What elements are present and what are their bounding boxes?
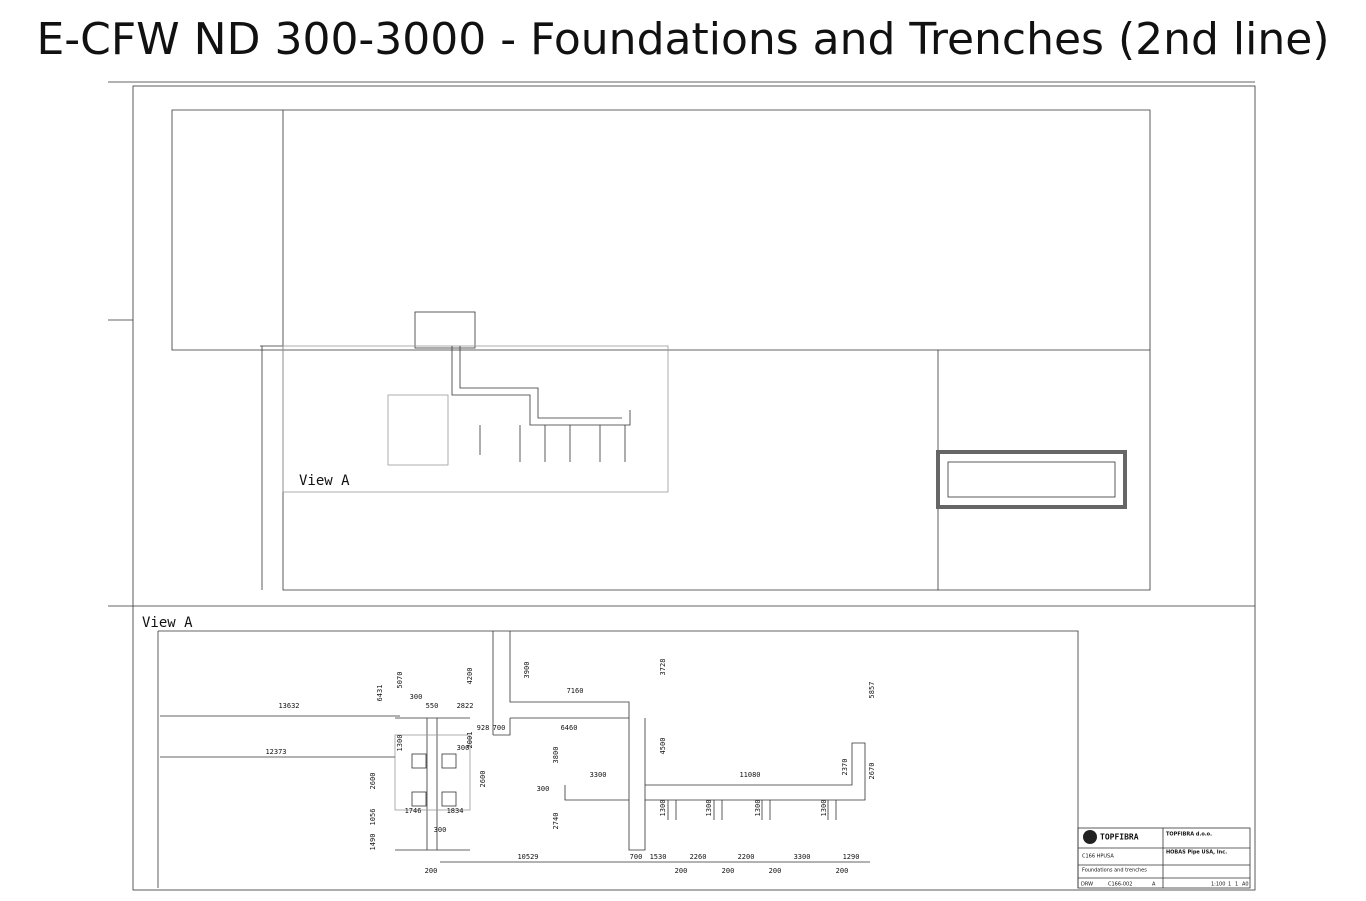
- dimension: 5857: [868, 682, 876, 699]
- title-block: TOPFIBRA TOPFIBRA d.o.o. HOBAS Pipe USA,…: [1077, 827, 1251, 889]
- trench: [492, 631, 866, 851]
- dimension: 1300: [754, 800, 762, 817]
- title-block-frame: [1077, 827, 1251, 889]
- dimension: 1300: [659, 800, 667, 817]
- dimension: 2200: [738, 853, 755, 861]
- view-a-frame: [282, 345, 669, 493]
- dimension: 4500: [659, 738, 667, 755]
- company-full: TOPFIBRA d.o.o.: [1166, 832, 1212, 838]
- dimension: 200: [675, 867, 688, 875]
- pit: [411, 791, 427, 807]
- block: [414, 311, 476, 349]
- dimension: 200: [425, 867, 438, 875]
- dimension: 3728: [659, 659, 667, 676]
- dimension: 2370: [841, 759, 849, 776]
- title: E-CFW ND 300-3000 - Foundations and Tren…: [36, 14, 1330, 65]
- pit: [441, 753, 457, 769]
- building-outline: [171, 109, 1151, 591]
- dimension: 300: [410, 693, 423, 701]
- doc-type: DRW: [1081, 882, 1093, 888]
- sheet: 1: [1228, 882, 1231, 888]
- sheets: 1: [1235, 882, 1238, 888]
- dimension: 1746: [405, 807, 422, 815]
- trench: [667, 800, 837, 820]
- dimension: 12373: [265, 748, 286, 756]
- view-label: View A: [299, 473, 350, 489]
- dimension: 1300: [705, 800, 713, 817]
- trench: [451, 346, 631, 426]
- dimension: 3900: [523, 662, 531, 679]
- dimension: 3300: [794, 853, 811, 861]
- dimension: 1490: [369, 834, 377, 851]
- dimension: 2740: [552, 813, 560, 830]
- dimension: 7160: [567, 687, 584, 695]
- dimension: 550: [426, 702, 439, 710]
- dimension: 300: [434, 826, 447, 834]
- dimension: 300: [457, 744, 470, 752]
- dimension: 700: [630, 853, 643, 861]
- dimension: 1300: [820, 800, 828, 817]
- company: TOPFIBRA: [1100, 833, 1139, 842]
- drawing-title: Foundations and trenches: [1082, 868, 1147, 874]
- building-outline: [282, 110, 1150, 351]
- dimension: 200: [769, 867, 782, 875]
- trench: [395, 717, 470, 851]
- client: HOBAS Pipe USA, Inc.: [1166, 850, 1227, 856]
- dimension: 3800: [552, 747, 560, 764]
- dimension: 1056: [369, 809, 377, 826]
- dimension: 2670: [868, 763, 876, 780]
- dimension: 928: [477, 724, 490, 732]
- dimension: 10529: [517, 853, 538, 861]
- pit-group: [387, 394, 449, 466]
- dimension: 700: [493, 724, 506, 732]
- revision: A: [1152, 882, 1156, 888]
- view-label: View A: [142, 615, 193, 631]
- trench: [479, 425, 626, 462]
- dimension: 4200: [466, 668, 474, 685]
- dimension: 2260: [690, 853, 707, 861]
- outline: [158, 630, 1079, 888]
- scale: 1:100: [1211, 882, 1225, 888]
- frame: [132, 85, 1256, 891]
- dimension: 13632: [278, 702, 299, 710]
- dimension: 2822: [457, 702, 474, 710]
- dimension: 6431: [376, 685, 384, 702]
- dimension: 1530: [650, 853, 667, 861]
- dimension: 1290: [843, 853, 860, 861]
- dimension: 5070: [396, 672, 404, 689]
- project: C166 HPUSA: [1082, 854, 1114, 860]
- pit: [411, 753, 427, 769]
- logo: [1083, 830, 1097, 844]
- dimension: 300: [537, 785, 550, 793]
- dimension: 2600: [369, 773, 377, 790]
- dimension: 11080: [739, 771, 760, 779]
- dimension: 1834: [447, 807, 464, 815]
- dimension: 200: [722, 867, 735, 875]
- dimension: 1300: [396, 735, 404, 752]
- trench: [947, 461, 1116, 498]
- pit-group: [394, 734, 471, 811]
- doc-number: C166-002: [1108, 882, 1132, 888]
- dimension: 2600: [479, 771, 487, 788]
- trench: [936, 450, 1127, 509]
- dimension: 6460: [561, 724, 578, 732]
- pit: [441, 791, 457, 807]
- dimension: 3300: [590, 771, 607, 779]
- dimension: 200: [836, 867, 849, 875]
- format: A0: [1242, 882, 1249, 888]
- dimension: 2001: [466, 732, 474, 749]
